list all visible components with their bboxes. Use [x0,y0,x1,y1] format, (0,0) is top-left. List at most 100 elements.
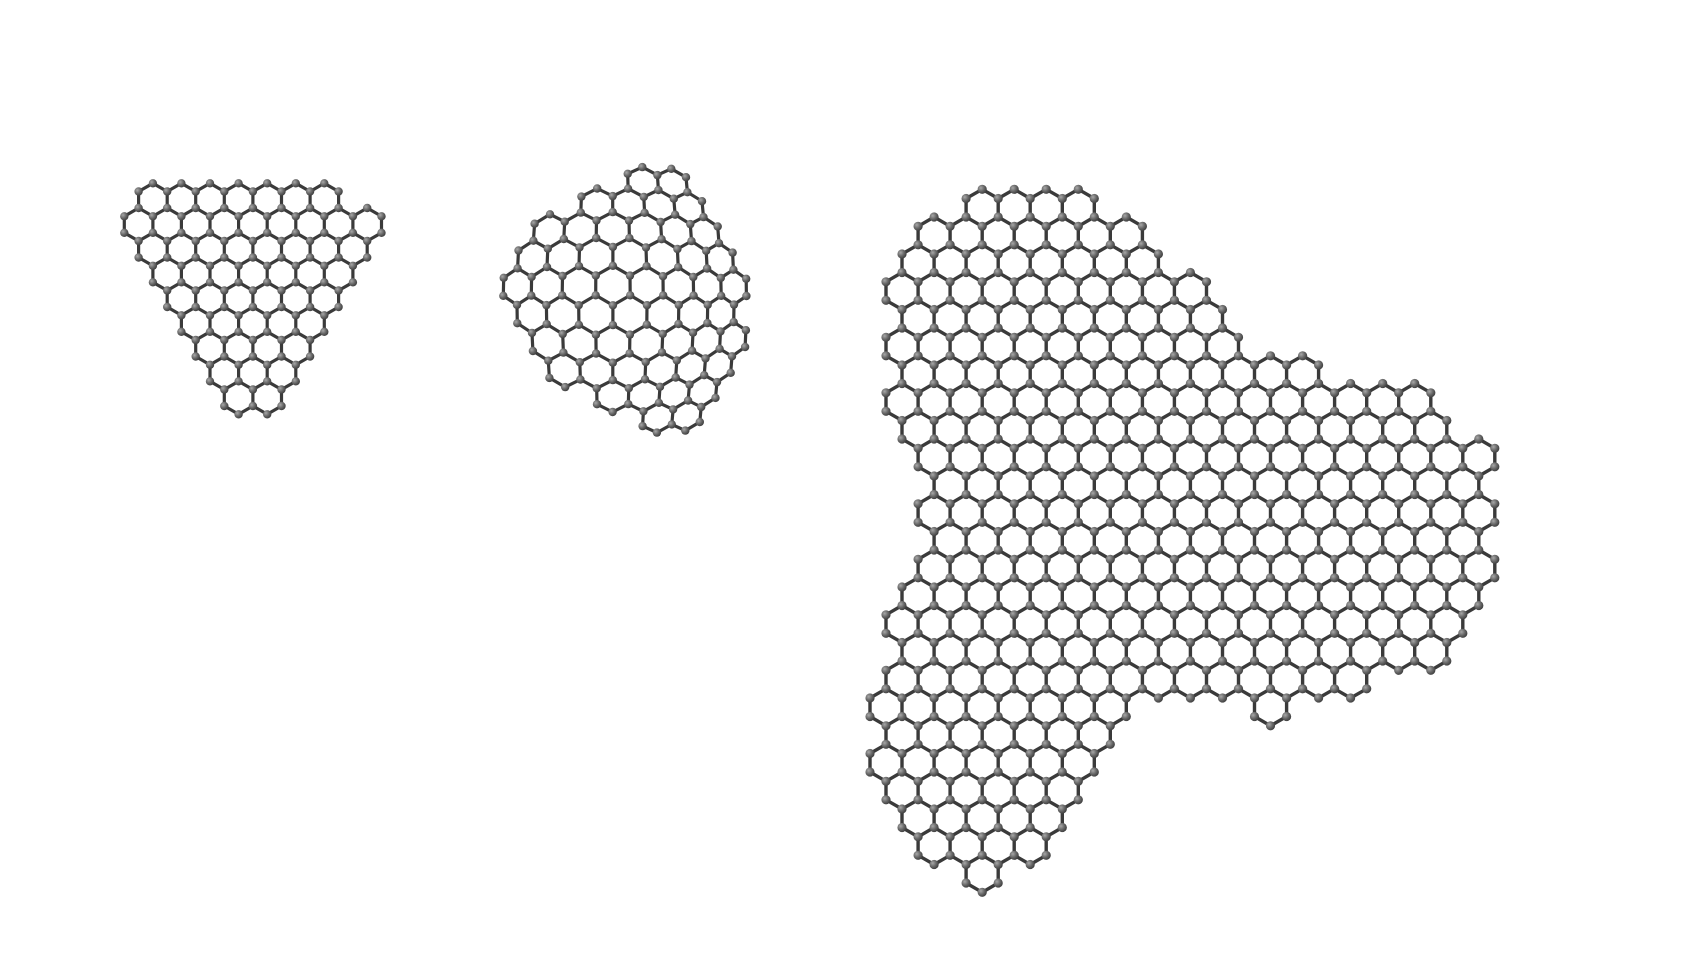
carbon-atom [977,850,987,860]
carbon-atom [993,249,1003,259]
carbon-atom [993,526,1003,537]
carbon-atom [191,236,200,246]
carbon-atom [592,216,601,225]
carbon-atom [305,236,315,246]
carbon-atom [881,684,891,694]
large-graphene-flake [865,184,1500,897]
carbon-atom [1041,406,1051,416]
carbon-atom [1121,267,1131,278]
carbon-atom [1314,582,1324,592]
carbon-atom [1057,693,1067,703]
carbon-atom [640,375,650,384]
carbon-atom [1378,378,1388,389]
carbon-atom [234,179,243,188]
carbon-atom [729,300,739,309]
carbon-atom [220,236,229,246]
carbon-atom [1233,499,1244,509]
carbon-atom [1025,767,1035,777]
carbon-atom [277,385,286,394]
carbon-atom [1153,323,1163,333]
carbon-atom [865,767,875,777]
carbon-atom [1378,656,1388,666]
carbon-atom [1169,332,1179,342]
carbon-atom [741,326,751,335]
carbon-atom [977,887,987,897]
carbon-atom [674,319,683,329]
carbon-atom [977,776,987,786]
carbon-atom [1073,240,1083,250]
carbon-atom [234,311,243,320]
carbon-atom [248,286,258,295]
carbon-atom [1330,517,1340,527]
carbon-atom [499,273,508,282]
carbon-atom [961,360,971,370]
carbon-atom [945,517,955,527]
carbon-atom [929,415,939,426]
carbon-atom [681,426,690,435]
carbon-atom [514,246,523,255]
carbon-atom [1089,600,1099,611]
carbon-atom [1314,656,1324,666]
carbon-atom [1282,693,1292,703]
carbon-atom [1025,267,1035,278]
carbon-atom [977,295,987,305]
carbon-atom [945,443,955,453]
carbon-atom [1346,471,1356,481]
carbon-atom [1009,850,1019,860]
carbon-atom [742,291,751,301]
carbon-atom [993,323,1003,333]
carbon-atom [667,420,676,429]
carbon-atom [1298,554,1308,564]
carbon-atom [1121,489,1131,500]
carbon-atom [1314,526,1324,537]
carbon-atom [1265,499,1276,509]
carbon-atom [1458,462,1468,472]
carbon-atom [686,219,695,229]
carbon-atom [1153,378,1163,389]
carbon-atom [1169,388,1179,398]
carbon-atom [543,244,552,253]
carbon-atom [1009,573,1019,583]
carbon-atom [929,822,939,833]
carbon-atom [1346,656,1356,666]
carbon-atom [1394,499,1404,509]
carbon-atom [897,600,907,611]
carbon-atom [334,236,343,246]
carbon-atom [1426,499,1436,509]
carbon-atom [993,711,1003,722]
carbon-atom [1490,462,1500,472]
carbon-atom [1233,610,1244,620]
carbon-atom [1474,600,1484,611]
carbon-atom [1201,517,1212,527]
carbon-atom [134,253,143,262]
carbon-atom [1009,351,1019,361]
carbon-atom [608,407,617,417]
carbon-atom [1009,184,1019,194]
carbon-atom [1089,249,1099,259]
carbon-atom [1073,332,1083,342]
carbon-atom [134,203,143,213]
carbon-atom [961,767,971,777]
carbon-atom [148,179,158,188]
carbon-atom [913,295,923,305]
carbon-atom [1217,323,1228,333]
carbon-atom [1346,637,1356,648]
carbon-atom [1378,600,1388,611]
carbon-atom [1089,415,1099,426]
carbon-atom [1201,462,1212,472]
carbon-atom [205,261,215,270]
carbon-atom [624,216,634,225]
carbon-atom [1362,684,1372,694]
carbon-atom [1378,582,1388,592]
carbon-atom [248,385,258,394]
carbon-atom [897,360,907,370]
carbon-atom [945,850,955,860]
carbon-atom [1394,406,1404,416]
carbon-atom [1009,240,1019,250]
carbon-atom [1025,212,1035,222]
carbon-atom [608,375,617,385]
carbon-atom [558,329,567,339]
carbon-atom [542,319,551,329]
carbon-atom [1073,406,1083,416]
carbon-atom [913,850,923,860]
